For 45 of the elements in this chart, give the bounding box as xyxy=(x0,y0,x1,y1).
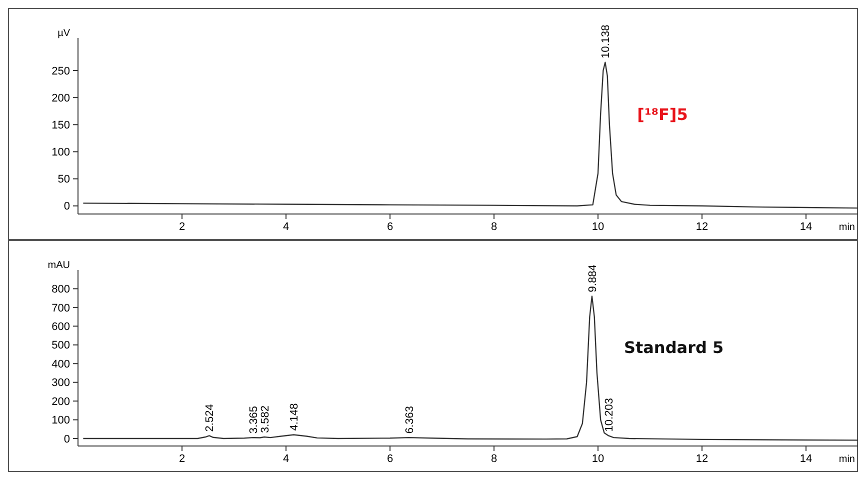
annotation: 4.148 xyxy=(288,403,301,431)
y-tick-label: 100 xyxy=(52,414,70,427)
annotation: 2.524 xyxy=(204,404,216,432)
line-series xyxy=(82,62,858,209)
x-tick-label: 12 xyxy=(696,453,708,465)
y-tick-label: 700 xyxy=(52,302,70,314)
y-tick-label: 0 xyxy=(64,200,70,213)
series-label: Standard 5 xyxy=(624,338,724,358)
x-tick-label: 2 xyxy=(178,221,186,233)
y-tick-label: 100 xyxy=(52,146,70,159)
annotation: 3.582 xyxy=(259,405,272,434)
y-tick-label: 500 xyxy=(52,340,70,352)
y-tick-label: 600 xyxy=(52,321,70,334)
x-tick-label: 4 xyxy=(282,221,290,233)
annotation: 3.365 xyxy=(248,406,260,434)
x-tick-label: 10 xyxy=(592,453,604,465)
y-axis-title: mAU xyxy=(48,260,70,271)
x-tick-label: 6 xyxy=(386,221,394,233)
y-tick-label: 150 xyxy=(52,119,70,132)
x-axis-title: min xyxy=(838,222,855,233)
x-tick-label: 10 xyxy=(592,221,604,233)
x-tick-label: 2 xyxy=(178,453,186,465)
y-tick-label: 50 xyxy=(58,174,70,186)
x-tick-label: 14 xyxy=(800,453,812,465)
y-tick-label: 200 xyxy=(52,92,70,104)
x-tick-label: 12 xyxy=(696,221,708,233)
y-axis-title: µV xyxy=(58,28,70,39)
x-tick-label: 6 xyxy=(386,453,394,465)
x-tick-label: 8 xyxy=(490,453,498,465)
x-tick-label: 8 xyxy=(490,221,498,233)
y-tick-label: 300 xyxy=(52,377,70,390)
series-label: [¹⁸F]5 xyxy=(637,104,688,124)
x-axis-title: min xyxy=(838,454,855,465)
y-tick-label: 800 xyxy=(52,284,70,296)
x-tick-label: 14 xyxy=(800,221,812,233)
x-tick-label: 4 xyxy=(282,453,290,465)
annotation: 10.138 xyxy=(600,24,612,58)
annotation: 9.884 xyxy=(586,264,599,292)
y-tick-label: 200 xyxy=(52,396,70,408)
line-series xyxy=(82,296,858,441)
y-tick-label: 0 xyxy=(64,433,70,446)
y-tick-label: 400 xyxy=(52,358,70,370)
annotation: 6.363 xyxy=(404,406,416,434)
annotation: 10.203 xyxy=(604,398,616,432)
y-tick-label: 250 xyxy=(52,65,70,78)
